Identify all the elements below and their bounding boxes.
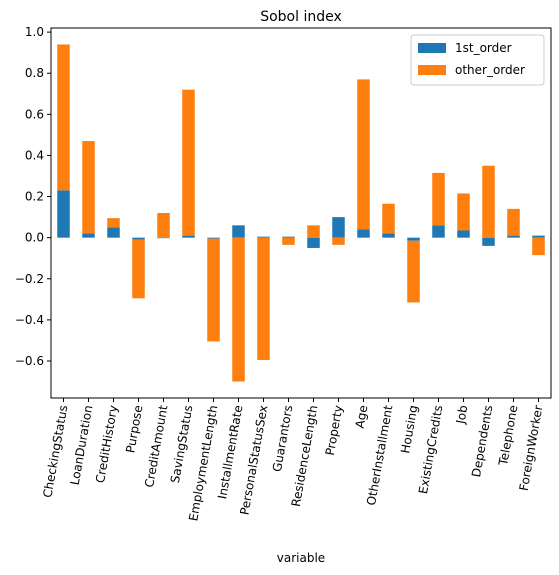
bar-1st-order-Job (457, 230, 470, 238)
y-tick-label: 0.6 (25, 107, 44, 121)
x-tick-label: Property (323, 404, 346, 456)
x-tick-label: InstallmentRate (215, 404, 245, 500)
bar-1st-order-LoanDuration (82, 233, 95, 238)
x-axis-label: variable (277, 551, 325, 565)
x-tick-label: Age (353, 404, 371, 429)
y-tick-label: −0.6 (15, 354, 44, 368)
bar-other-order-CreditHistory (107, 218, 120, 228)
bar-1st-order-Dependents (482, 237, 495, 246)
bar-other-order-ForeignWorker (532, 237, 545, 256)
x-tick-label: Dependents (469, 404, 495, 478)
x-tick-label: Job (453, 404, 470, 426)
y-tick-label: 1.0 (25, 25, 44, 39)
x-tick-label: SavingStatus (168, 404, 195, 484)
bar-1st-order-Telephone (507, 235, 520, 238)
bar-1st-order-ResidenceLength (307, 237, 320, 248)
x-tick-label: ExistingCredits (416, 404, 445, 495)
bar-other-order-Dependents (482, 165, 495, 238)
bar-1st-order-ExistingCredits (432, 225, 445, 238)
y-tick-label: 0.2 (25, 190, 44, 204)
bar-other-order-Property (332, 237, 345, 245)
bar-other-order-SavingStatus (182, 89, 195, 236)
y-tick-label: 0.0 (25, 231, 44, 245)
x-tick-label: CreditAmount (142, 404, 170, 489)
bar-other-order-Telephone (507, 208, 520, 236)
plot-frame (50, 27, 552, 399)
bar-1st-order-Age (357, 229, 370, 238)
bar-other-order-Age (357, 79, 370, 230)
bar-other-order-OtherInstallment (382, 203, 395, 234)
bar-1st-order-SavingStatus (182, 235, 195, 238)
bar-1st-order-PersonalStatusSex (257, 236, 270, 238)
bar-other-order-InstallmentRate (232, 237, 245, 382)
legend-label: 1st_order (455, 41, 512, 55)
bar-other-order-Purpose (132, 239, 145, 299)
bar-1st-order-EmploymentLength (207, 237, 220, 239)
x-tick-label: Purpose (123, 404, 145, 454)
y-tick-label: 0.8 (25, 66, 44, 80)
x-tick-label: CreditHistory (93, 404, 120, 484)
bar-other-order-PersonalStatusSex (257, 237, 270, 360)
bar-1st-order-Property (332, 217, 345, 238)
bar-other-order-Job (457, 193, 470, 231)
bar-other-order-LoanDuration (82, 141, 95, 234)
x-tick-label: OtherInstallment (364, 404, 395, 507)
bar-1st-order-ForeignWorker (532, 235, 545, 238)
legend-swatch-1st-order (418, 43, 446, 53)
bar-1st-order-CreditAmount (157, 237, 170, 239)
bar-1st-order-OtherInstallment (382, 233, 395, 238)
legend-swatch-other-order (418, 65, 446, 75)
bar-other-order-CheckingStatus (57, 44, 70, 191)
chart-title: Sobol index (260, 9, 342, 25)
bar-other-order-Housing (407, 240, 420, 303)
bars (57, 44, 545, 382)
bar-1st-order-Purpose (132, 237, 145, 240)
bar-other-order-CreditAmount (157, 213, 170, 238)
x-tick-label: ForeignWorker (517, 404, 546, 492)
y-axis: −0.6 −0.4 −0.2 0.0 0.2 0.4 0.6 0.8 1.0 (15, 25, 51, 368)
bar-1st-order-Guarantors (282, 236, 295, 238)
y-tick-label: 0.4 (25, 148, 44, 162)
bar-1st-order-CheckingStatus (57, 190, 70, 238)
x-tick-label: LoanDuration (68, 404, 96, 486)
x-tick-label: Housing (398, 404, 420, 454)
bar-other-order-ExistingCredits (432, 172, 445, 226)
bar-1st-order-InstallmentRate (232, 225, 245, 238)
x-tick-label: Guarantors (270, 404, 295, 473)
x-tick-label: Telephone (496, 404, 521, 467)
legend: 1st_order other_order (410, 34, 545, 86)
bar-1st-order-CreditHistory (107, 227, 120, 238)
y-tick-label: −0.4 (15, 313, 44, 327)
bar-other-order-Guarantors (282, 237, 295, 245)
legend-label: other_order (455, 63, 525, 77)
bar-other-order-EmploymentLength (207, 238, 220, 342)
x-tick-label: ResidenceLength (289, 404, 321, 508)
x-tick-label: CheckingStatus (40, 404, 70, 499)
y-tick-label: −0.2 (15, 272, 44, 286)
bar-1st-order-Housing (407, 237, 420, 241)
bar-other-order-ResidenceLength (307, 225, 320, 238)
